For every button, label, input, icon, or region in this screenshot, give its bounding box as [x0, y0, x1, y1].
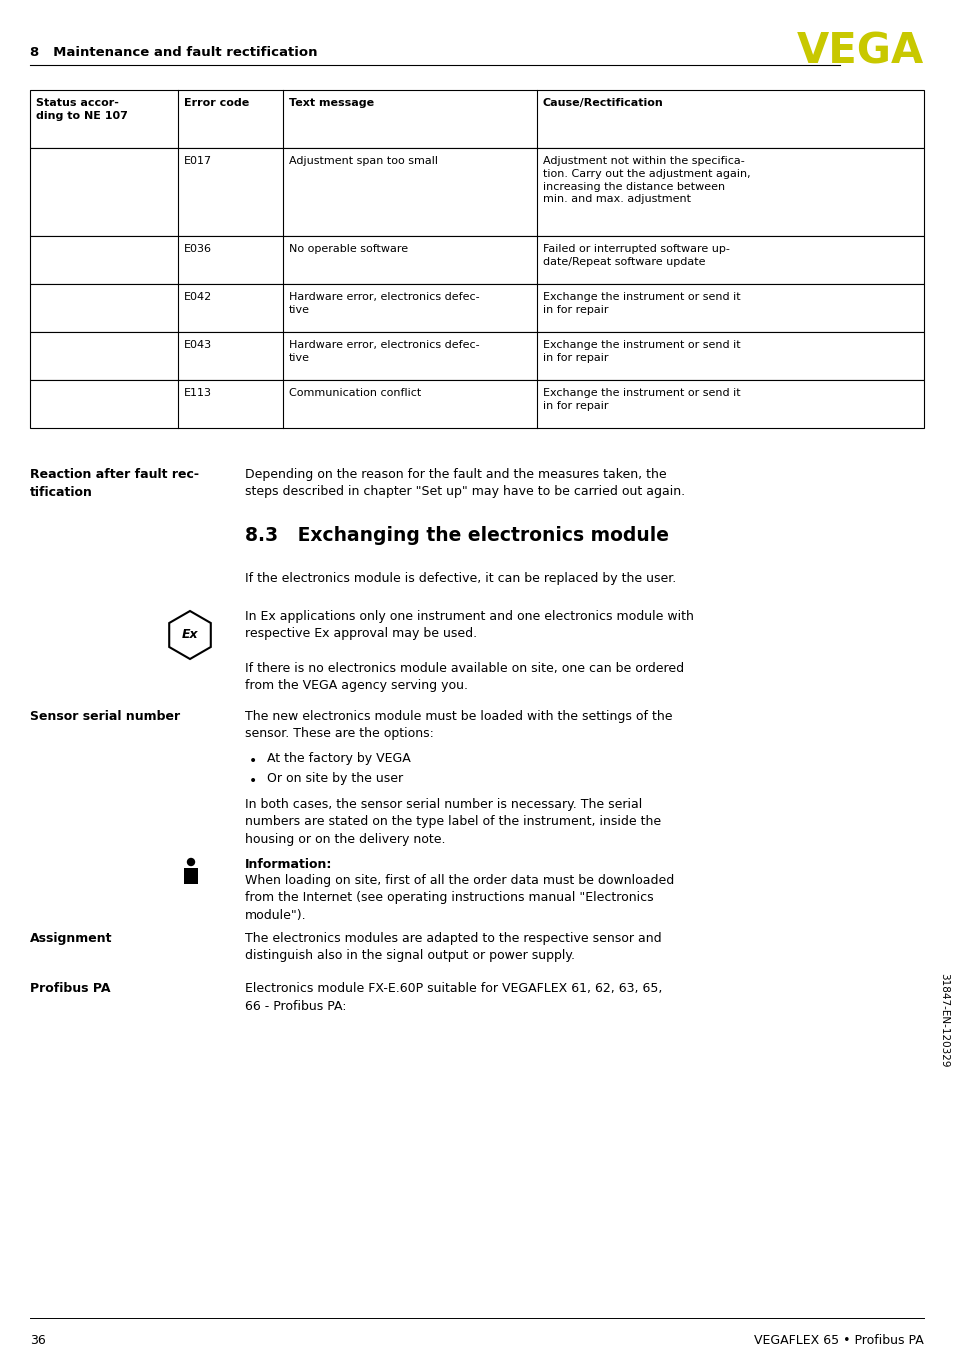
Text: •: •: [249, 754, 257, 768]
Text: In Ex applications only one instrument and one electronics module with
respectiv: In Ex applications only one instrument a…: [245, 611, 693, 640]
Text: 8   Maintenance and fault rectification: 8 Maintenance and fault rectification: [30, 46, 317, 58]
Text: 36: 36: [30, 1334, 46, 1347]
Text: VEGA: VEGA: [796, 31, 923, 73]
Text: At the factory by VEGA: At the factory by VEGA: [267, 751, 411, 765]
Text: Exchange the instrument or send it
in for repair: Exchange the instrument or send it in fo…: [542, 340, 740, 363]
Text: Or on site by the user: Or on site by the user: [267, 772, 403, 785]
Text: E017: E017: [184, 156, 212, 167]
Text: Cause/Rectification: Cause/Rectification: [542, 97, 663, 108]
Text: Communication conflict: Communication conflict: [289, 389, 421, 398]
Bar: [30, 332, 923, 380]
Text: Adjustment not within the specifica-
tion. Carry out the adjustment again,
incre: Adjustment not within the specifica- tio…: [542, 156, 750, 204]
Text: The electronics modules are adapted to the respective sensor and
distinguish als: The electronics modules are adapted to t…: [245, 932, 661, 963]
Text: Error code: Error code: [184, 97, 249, 108]
Text: E036: E036: [184, 244, 212, 255]
Bar: [30, 148, 923, 236]
Bar: [30, 284, 923, 332]
Bar: [30, 380, 923, 428]
Circle shape: [188, 858, 194, 865]
Text: Information:: Information:: [245, 858, 332, 871]
Text: Text message: Text message: [289, 97, 374, 108]
Text: •: •: [249, 774, 257, 788]
Text: 8.3   Exchanging the electronics module: 8.3 Exchanging the electronics module: [245, 525, 668, 546]
Text: VEGAFLEX 65 • Profibus PA: VEGAFLEX 65 • Profibus PA: [754, 1334, 923, 1347]
Text: When loading on site, first of all the order data must be downloaded
from the In: When loading on site, first of all the o…: [245, 873, 674, 922]
Text: Hardware error, electronics defec-
tive: Hardware error, electronics defec- tive: [289, 340, 479, 363]
Text: Failed or interrupted software up-
date/Repeat software update: Failed or interrupted software up- date/…: [542, 244, 729, 267]
Text: Ex: Ex: [181, 628, 198, 642]
Text: Reaction after fault rec-
tification: Reaction after fault rec- tification: [30, 468, 199, 498]
Text: Sensor serial number: Sensor serial number: [30, 709, 180, 723]
Text: Exchange the instrument or send it
in for repair: Exchange the instrument or send it in fo…: [542, 389, 740, 410]
Text: No operable software: No operable software: [289, 244, 408, 255]
Text: If there is no electronics module available on site, one can be ordered
from the: If there is no electronics module availa…: [245, 662, 683, 692]
Text: Hardware error, electronics defec-
tive: Hardware error, electronics defec- tive: [289, 292, 479, 314]
Text: Status accor-
ding to NE 107: Status accor- ding to NE 107: [36, 97, 128, 121]
Text: Assignment: Assignment: [30, 932, 112, 945]
Text: The new electronics module must be loaded with the settings of the
sensor. These: The new electronics module must be loade…: [245, 709, 672, 741]
FancyBboxPatch shape: [184, 868, 198, 884]
Text: Electronics module FX-E.60P suitable for VEGAFLEX 61, 62, 63, 65,
66 - Profibus : Electronics module FX-E.60P suitable for…: [245, 982, 661, 1013]
Text: Exchange the instrument or send it
in for repair: Exchange the instrument or send it in fo…: [542, 292, 740, 314]
Text: In both cases, the sensor serial number is necessary. The serial
numbers are sta: In both cases, the sensor serial number …: [245, 798, 660, 846]
Text: E042: E042: [184, 292, 212, 302]
Text: Depending on the reason for the fault and the measures taken, the
steps describe: Depending on the reason for the fault an…: [245, 468, 684, 498]
Text: If the electronics module is defective, it can be replaced by the user.: If the electronics module is defective, …: [245, 571, 676, 585]
Bar: [30, 89, 923, 148]
Bar: [30, 236, 923, 284]
Text: E113: E113: [184, 389, 212, 398]
Text: 31847-EN-120329: 31847-EN-120329: [938, 972, 948, 1067]
Text: Adjustment span too small: Adjustment span too small: [289, 156, 437, 167]
Text: Profibus PA: Profibus PA: [30, 982, 111, 995]
Text: E043: E043: [184, 340, 212, 349]
